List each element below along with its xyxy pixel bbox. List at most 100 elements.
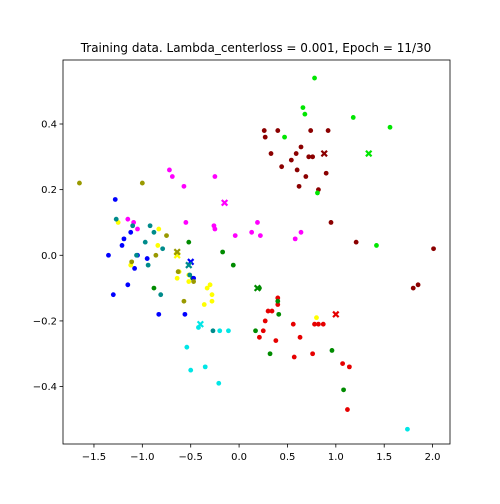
x-tick-label: 1.0: [328, 452, 344, 463]
data-point: [291, 354, 297, 360]
chart-title: Training data. Lambda_centerloss = 0.001…: [80, 41, 432, 55]
data-point: [320, 321, 326, 327]
data-point: [151, 285, 157, 291]
data-point: [374, 243, 379, 248]
data-point: [303, 174, 309, 179]
data-point: [341, 387, 346, 393]
data-point: [191, 275, 197, 281]
data-point: [212, 174, 218, 179]
y-tick-label: −0.2: [33, 316, 57, 327]
data-point: [158, 292, 164, 298]
data-point: [275, 298, 281, 304]
y-tick-label: 0.4: [41, 120, 57, 131]
class-center-marker: [320, 149, 328, 158]
data-point: [288, 157, 294, 163]
data-point: [160, 246, 166, 252]
data-point: [260, 328, 266, 334]
data-point: [292, 236, 298, 242]
data-point: [184, 344, 190, 350]
data-point: [147, 223, 153, 229]
data-point: [294, 167, 300, 173]
y-tick-label: 0.0: [41, 251, 57, 262]
data-point: [298, 229, 304, 235]
class-center-marker: [220, 199, 229, 207]
data-point: [269, 308, 275, 314]
data-point: [186, 239, 192, 245]
data-point: [113, 216, 119, 222]
class-center-marker: [253, 284, 262, 292]
data-point: [167, 167, 172, 173]
data-point: [293, 151, 299, 156]
data-point: [135, 226, 140, 232]
data-point: [340, 361, 346, 366]
data-point: [323, 170, 329, 176]
data-point: [314, 315, 319, 321]
x-tick-label: −1.0: [130, 452, 154, 463]
data-point: [212, 226, 218, 232]
class-center-marker: [196, 320, 204, 328]
data-point: [298, 144, 304, 150]
data-point: [405, 426, 410, 432]
data-point: [282, 134, 287, 140]
data-point: [300, 105, 306, 110]
data-point: [156, 226, 162, 232]
data-point: [230, 262, 236, 268]
data-point: [156, 311, 162, 317]
data-point: [134, 252, 139, 258]
data-point: [174, 275, 180, 281]
x-tick-label: 1.5: [376, 452, 392, 463]
axes: −1.5 −1.0 −0.5 0.0 0.5 1.0 1.5 2.0 −0.4 −0.2 0.0 0.…: [33, 120, 441, 464]
data-point: [129, 259, 135, 265]
data-point: [77, 180, 82, 186]
data-point: [345, 407, 350, 412]
data-point: [132, 266, 137, 271]
data-point: [112, 197, 118, 202]
x-tick-label: 2.0: [425, 452, 441, 463]
data-point: [346, 364, 352, 370]
data-point: [175, 269, 181, 275]
data-point: [125, 282, 131, 288]
data-point: [315, 190, 320, 196]
data-point: [257, 334, 262, 340]
x-tick-label: 0.0: [231, 452, 247, 463]
data-point: [279, 164, 285, 170]
data-point: [207, 282, 213, 288]
data-point: [121, 236, 127, 242]
data-marks: [77, 75, 436, 432]
data-point: [191, 279, 197, 284]
data-point: [276, 311, 282, 317]
data-point: [257, 233, 263, 238]
data-point: [275, 302, 281, 307]
data-point: [125, 216, 131, 222]
data-point: [209, 298, 215, 304]
data-point: [302, 111, 308, 117]
data-point: [110, 292, 116, 298]
data-point: [415, 282, 421, 288]
data-point: [139, 180, 145, 186]
data-point: [182, 311, 188, 317]
data-point: [410, 285, 416, 291]
data-point: [296, 183, 302, 189]
y-tick-label: 0.2: [41, 185, 57, 196]
x-tick-label: 0.5: [280, 452, 296, 463]
class-center-marker: [173, 248, 181, 256]
data-point: [312, 321, 317, 327]
class-center-marker: [332, 310, 340, 318]
data-point: [316, 321, 321, 327]
data-point: [267, 351, 273, 357]
data-point: [119, 243, 125, 248]
data-point: [220, 249, 226, 255]
data-point: [217, 328, 223, 334]
data-point: [201, 302, 207, 307]
x-tick-label: −1.5: [82, 452, 106, 463]
data-point: [202, 364, 208, 370]
data-point: [204, 285, 210, 291]
data-point: [142, 239, 148, 245]
data-point: [151, 229, 157, 235]
data-point: [273, 338, 279, 344]
data-point: [261, 128, 267, 133]
data-point: [387, 124, 393, 130]
data-point: [268, 151, 274, 156]
